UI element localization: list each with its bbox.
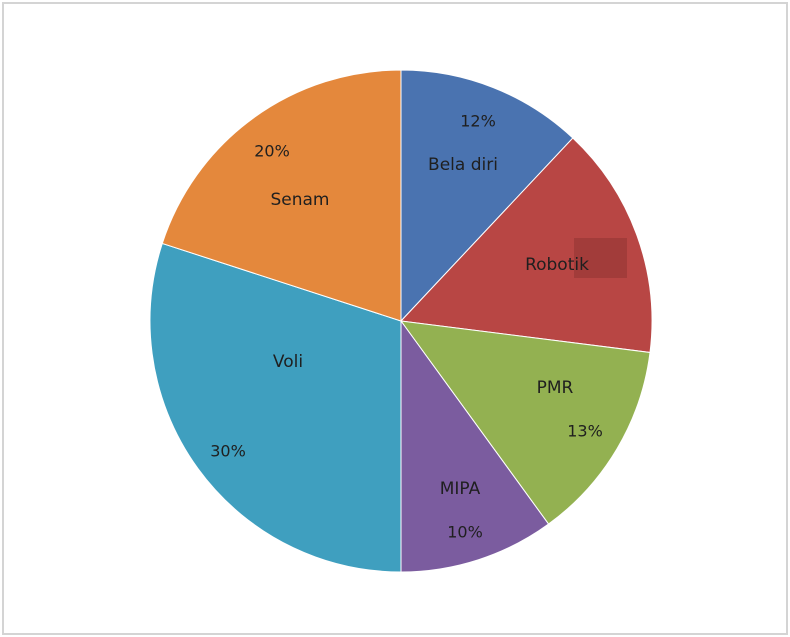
value-label: 13% [567,422,603,441]
pie-slice [400,69,574,323]
highlight-box [574,238,627,278]
pie-slice [399,137,653,354]
category-label: Bela diri [428,155,498,175]
category-label: Voli [273,352,303,372]
value-label: 10% [447,523,483,542]
value-label: 30% [210,442,246,461]
pie-slice [149,242,402,573]
category-label: Senam [270,190,329,210]
pie [149,69,653,573]
labels: Bela diri 12% Robotik PMR 13% MIPA 10% Voli 30% S… [210,112,603,542]
pie-slice [400,319,550,573]
value-label: 20% [254,142,290,161]
category-label: MIPA [440,479,481,499]
pie-slice [399,320,651,525]
pie-slice [161,69,402,322]
category-label: Robotik [525,255,589,275]
value-label: 12% [460,112,496,131]
category-label: PMR [537,378,574,398]
